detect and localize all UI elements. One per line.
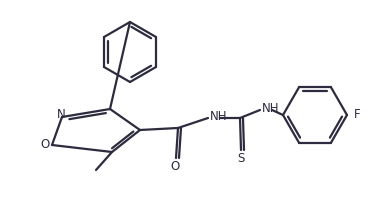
Text: NH: NH (262, 102, 280, 115)
Text: S: S (237, 151, 245, 164)
Text: F: F (354, 108, 361, 121)
Text: NH: NH (210, 111, 227, 124)
Text: O: O (40, 138, 50, 151)
Text: N: N (57, 108, 66, 121)
Text: O: O (170, 160, 180, 173)
